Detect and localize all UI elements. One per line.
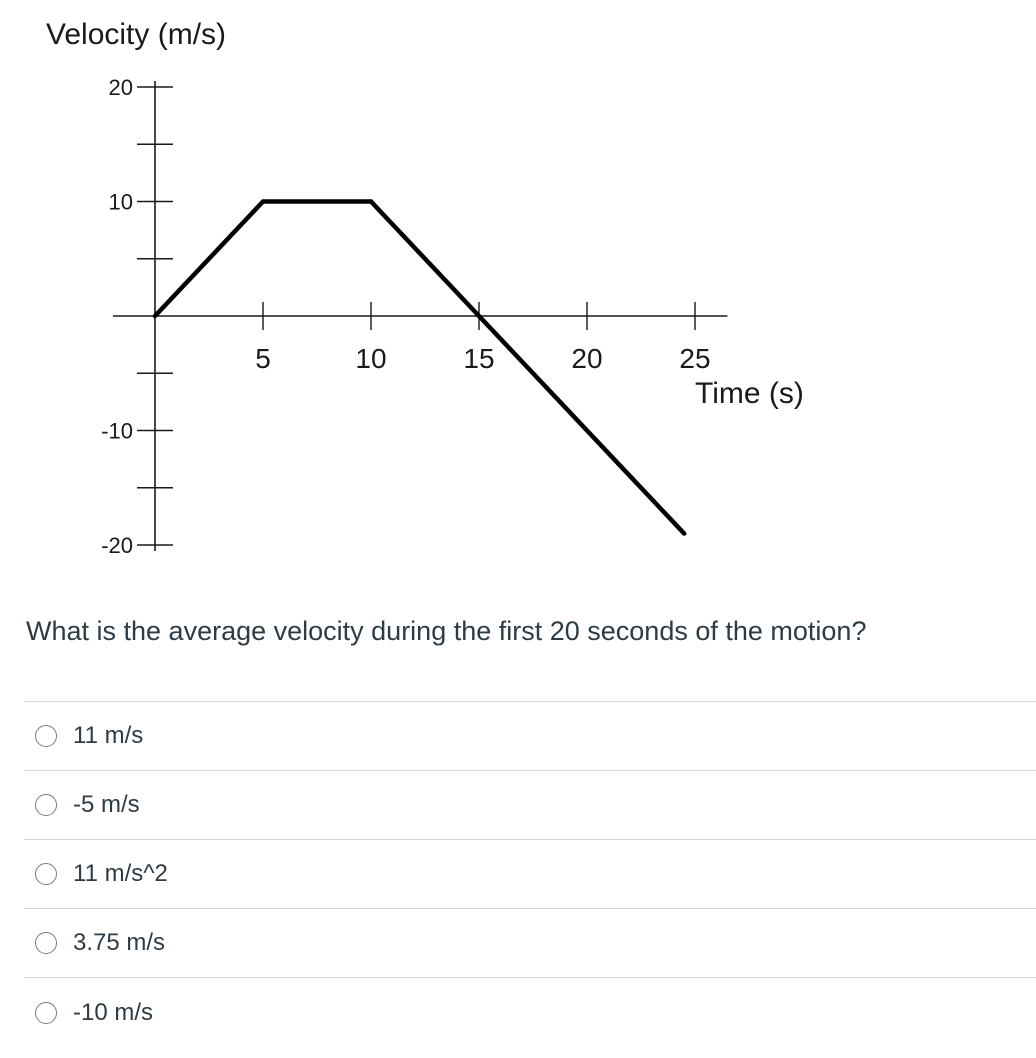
x-tick-label: 20 (571, 343, 602, 374)
x-axis-label: Time (s) (695, 377, 804, 410)
radio-button[interactable] (35, 932, 57, 954)
answer-option[interactable]: 11 m/s (24, 702, 1036, 771)
answer-option[interactable]: -5 m/s (24, 771, 1036, 840)
radio-button[interactable] (35, 1001, 57, 1024)
x-tick-label: 10 (355, 343, 386, 374)
radio-button[interactable] (35, 794, 57, 816)
question-text: What is the average velocity during the … (26, 616, 867, 646)
y-tick-label: 20 (109, 75, 133, 100)
answer-label: -10 m/s (73, 998, 154, 1026)
answer-option[interactable]: -10 m/s (24, 978, 1036, 1047)
y-tick-label: 10 (109, 190, 133, 215)
series-line (152, 199, 687, 536)
answer-label: 11 m/s (73, 722, 144, 749)
answer-label: 3.75 m/s (73, 929, 166, 956)
y-axis-ticks: 20 10 -10 -20 (101, 75, 173, 558)
x-tick-label: 5 (255, 343, 271, 374)
answer-option[interactable]: 11 m/s^2 (24, 840, 1036, 909)
x-tick-label: 15 (463, 343, 494, 374)
answer-label: 11 m/s^2 (73, 860, 168, 887)
x-axis-ticks: 5 10 15 20 25 (255, 302, 711, 374)
radio-button[interactable] (35, 725, 57, 747)
chart-title: Velocity (m/s) (46, 18, 226, 51)
velocity-series (152, 199, 687, 536)
answer-label: -5 m/s (73, 791, 140, 818)
radio-button[interactable] (35, 863, 57, 885)
y-tick-label: -20 (101, 533, 133, 558)
answer-list: 11 m/s -5 m/s 11 m/s^2 3.75 m/s -10 m/s (24, 701, 1036, 1047)
y-tick-label: -10 (101, 419, 133, 444)
velocity-time-graph: Velocity (m/s) 5 10 15 20 25 20 10 -10 -20 Time… (46, 18, 804, 558)
x-tick-label: 25 (679, 343, 710, 374)
answer-option[interactable]: 3.75 m/s (24, 909, 1036, 978)
